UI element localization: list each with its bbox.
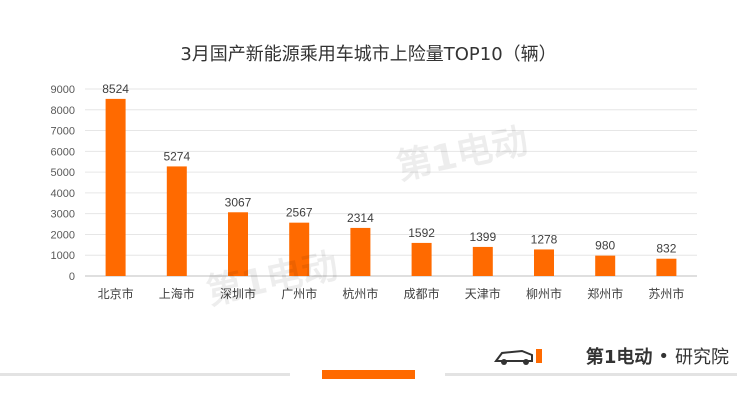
bar-value-label: 1592 <box>408 226 435 240</box>
bar-value-label: 5274 <box>163 149 190 163</box>
x-tick-label: 深圳市 <box>220 286 256 301</box>
y-tick-label: 4000 <box>51 188 75 200</box>
y-tick-label: 2000 <box>51 229 75 241</box>
bar-value-label: 3067 <box>225 195 252 209</box>
bar <box>534 249 554 276</box>
brand-logo-text: 第1电动 <box>585 347 653 368</box>
car-logo-icon <box>493 349 542 365</box>
bar <box>166 166 187 276</box>
x-tick-label: 杭州市 <box>342 286 378 301</box>
footer-divider-right <box>445 373 737 376</box>
y-tick-label: 9000 <box>51 84 75 96</box>
y-tick-label: 8000 <box>51 105 75 117</box>
footer-accent-bar <box>322 370 415 379</box>
bar <box>350 227 371 276</box>
x-tick-label: 广州市 <box>281 286 317 301</box>
y-axis-ticks: 0 1000 2000 3000 4000 5000 6000 7000 8000 9000 <box>51 84 75 283</box>
y-tick-label: 7000 <box>51 126 75 138</box>
grid-lines <box>85 88 697 277</box>
bar <box>595 255 616 276</box>
x-tick-label: 北京市 <box>98 286 134 301</box>
x-tick-label: 上海市 <box>159 286 195 301</box>
x-tick-label: 成都市 <box>404 286 440 301</box>
bar <box>105 98 126 276</box>
bar-value-label: 1278 <box>531 232 558 246</box>
bar-value-label: 980 <box>595 239 615 253</box>
footer-divider-left <box>0 373 290 376</box>
bar-value-label: 8524 <box>102 82 129 96</box>
bar <box>289 222 310 276</box>
data-labels: 8524 5274 3067 2567 2314 1592 1399 1278 980 832 <box>102 82 676 256</box>
x-axis-ticks: 北京市 上海市 深圳市 广州市 杭州市 成都市 天津市 柳州市 郑州市 苏州市 <box>98 286 685 301</box>
bar <box>656 258 677 276</box>
y-tick-label: 0 <box>69 271 75 283</box>
bar-value-label: 832 <box>656 242 676 256</box>
bars <box>105 98 677 276</box>
bar-value-label: 2567 <box>286 206 313 220</box>
chart-title: 3月国产新能源乘用车城市上险量TOP10（辆） <box>180 44 557 65</box>
y-tick-label: 1000 <box>51 250 75 262</box>
brand-separator: • <box>658 345 669 367</box>
y-tick-label: 3000 <box>51 209 75 221</box>
bar-value-label: 1399 <box>469 230 496 244</box>
bar <box>411 242 432 276</box>
x-tick-label: 天津市 <box>465 286 501 301</box>
brand-footer: 第1电动 • 研究院 <box>492 343 729 369</box>
brand-suffix: 研究院 <box>675 347 729 368</box>
y-tick-label: 6000 <box>51 146 75 158</box>
y-tick-label: 5000 <box>51 167 75 179</box>
x-tick-label: 郑州市 <box>587 286 623 301</box>
bar-value-label: 2314 <box>347 211 374 225</box>
bar <box>228 212 248 276</box>
x-tick-label: 柳州市 <box>526 286 562 301</box>
x-tick-label: 苏州市 <box>648 286 684 301</box>
bar <box>472 246 493 276</box>
